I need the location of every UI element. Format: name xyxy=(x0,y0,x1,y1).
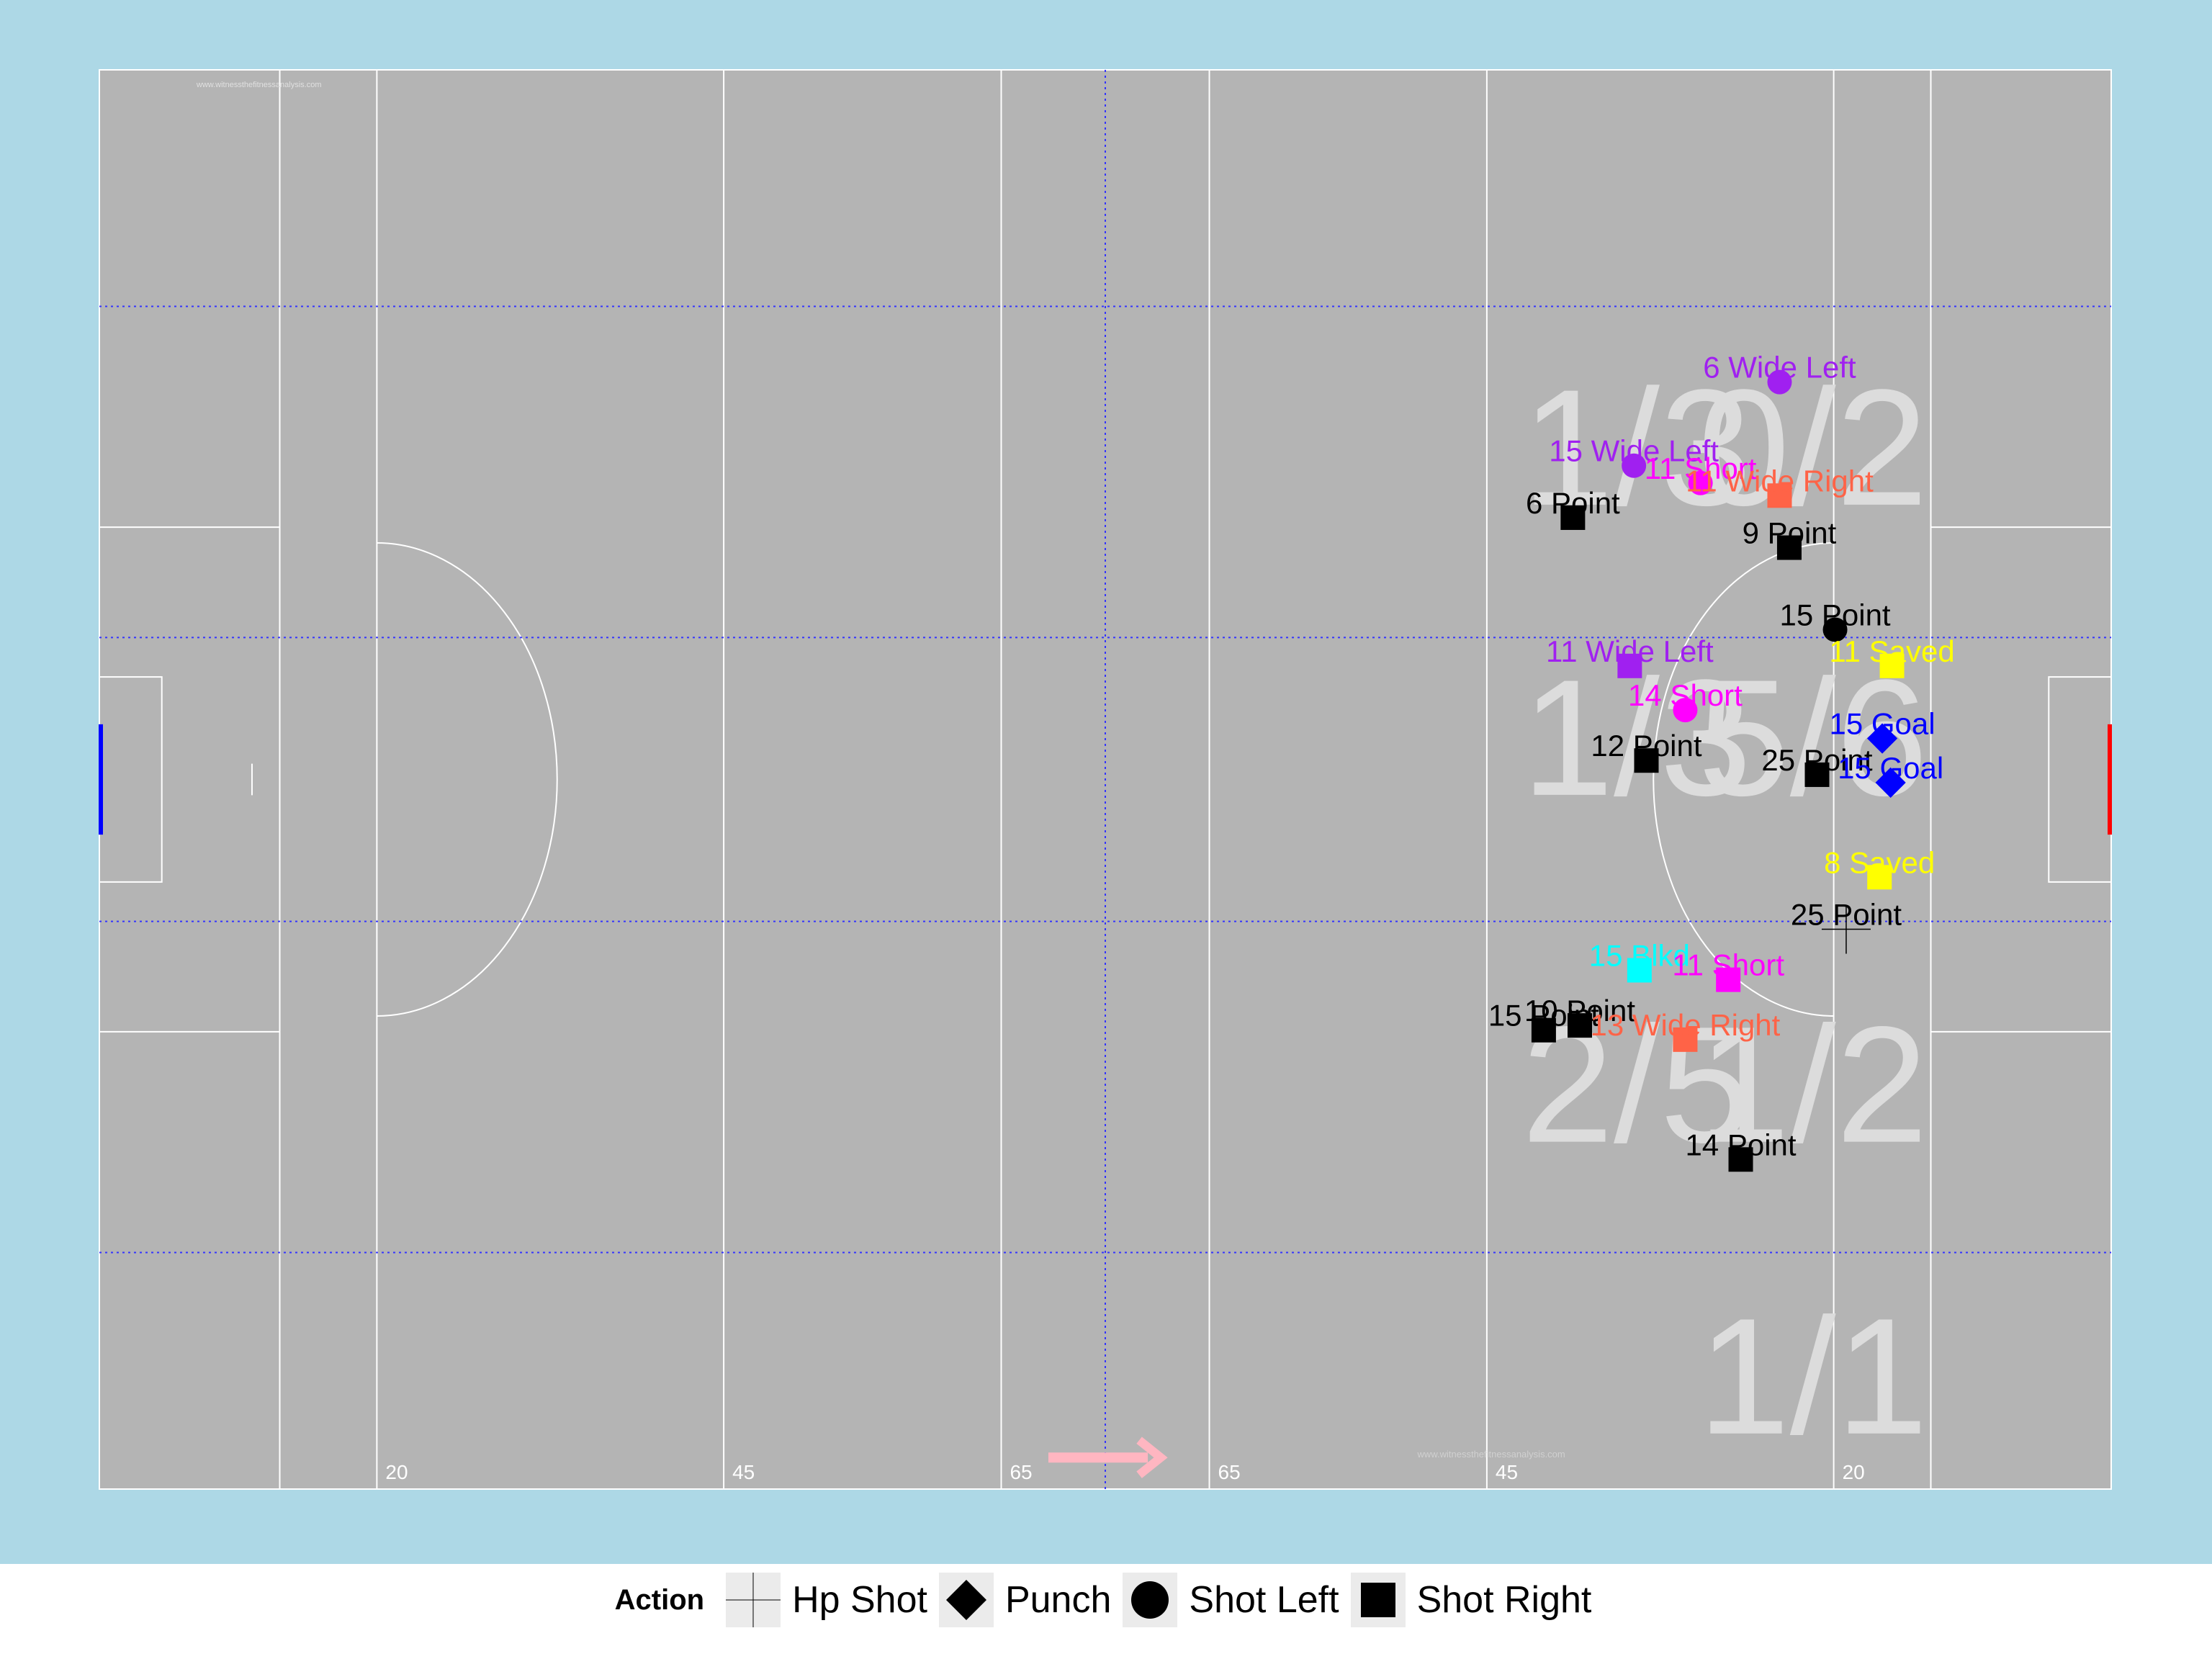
large-box-left xyxy=(99,526,281,1033)
shot-marker xyxy=(1867,865,1892,890)
legend-key xyxy=(726,1573,781,1627)
arc-right xyxy=(1653,542,1834,1017)
shot-marker xyxy=(1622,453,1647,478)
shot-marker xyxy=(1804,762,1830,787)
large-box-right xyxy=(1930,526,2111,1033)
shot-marker xyxy=(1767,369,1792,395)
zone-score: 2/5 xyxy=(1521,992,1752,1177)
shot-label: 11 Short xyxy=(1672,948,1784,982)
shot-label: 8 Saved xyxy=(1824,845,1935,879)
distance-label: 65 xyxy=(1010,1461,1032,1483)
shot-label: 6 Wide Left xyxy=(1703,351,1856,385)
shot-label: 9 Point xyxy=(1743,516,1837,550)
legend-mark xyxy=(945,1580,986,1620)
shot-marker xyxy=(1567,1013,1592,1038)
shot-marker xyxy=(1866,723,1898,754)
legend-item: Shot Left xyxy=(1123,1573,1339,1627)
shot-marker xyxy=(1767,483,1792,508)
small-box-right xyxy=(2048,676,2111,883)
shot-marker xyxy=(1560,505,1586,530)
shot-label: 11 Short xyxy=(1645,451,1757,485)
legend-label: Shot Right xyxy=(1416,1579,1592,1621)
shot-label: 12 Point xyxy=(1591,729,1701,763)
legend-item: Shot Right xyxy=(1350,1573,1592,1627)
legend-title: Action xyxy=(614,1583,705,1616)
legend-mark xyxy=(1360,1583,1395,1617)
shot-label: 11 Wide Right xyxy=(1686,464,1874,498)
shot-label: 13 Wide Right xyxy=(1591,1008,1781,1042)
shot-label: 25 Point xyxy=(1791,898,1902,932)
shot-marker xyxy=(1673,1027,1698,1052)
zone-score: 0/2 xyxy=(1698,355,1928,540)
legend-symbol xyxy=(945,1580,986,1620)
watermark: www.witnessthefitnessanalysis.com xyxy=(196,81,322,89)
shot-marker xyxy=(1688,470,1713,495)
legend-mark xyxy=(1131,1581,1169,1619)
legend-key xyxy=(1350,1573,1406,1627)
legend-label: Shot Left xyxy=(1189,1579,1339,1621)
shot-marker xyxy=(1531,1017,1556,1043)
legend-label: Punch xyxy=(1004,1579,1112,1621)
shot-label: 11 Wide Left xyxy=(1546,634,1714,668)
distance-label: 20 xyxy=(385,1461,408,1483)
legend-label: Hp Shot xyxy=(792,1579,927,1621)
shot-label: 6 Point xyxy=(1526,486,1620,520)
zone-score: 1/3 xyxy=(1521,355,1752,540)
legend-item: Punch xyxy=(938,1573,1112,1627)
distance-label: 45 xyxy=(732,1461,755,1483)
arc-left xyxy=(377,542,558,1017)
legend-key xyxy=(1123,1573,1178,1627)
legend: Action Hp Shot Punch Shot Left Shot Right xyxy=(0,1564,2212,1636)
shot-marker xyxy=(1634,748,1659,773)
shot-marker xyxy=(1716,967,1741,992)
shot-label: 25 Point xyxy=(1761,743,1872,777)
shot-marker xyxy=(1617,653,1642,678)
shot-marker xyxy=(1673,698,1698,723)
legend-symbol xyxy=(1360,1583,1395,1617)
shot-marker xyxy=(1627,958,1652,983)
legend-items: Hp Shot Punch Shot Left Shot Right xyxy=(720,1573,1597,1627)
legend-symbol xyxy=(726,1573,781,1627)
legend-key xyxy=(938,1573,994,1627)
watermark: www.witnessthefitnessanalysis.com xyxy=(1417,1449,1565,1460)
shot-label: 15 Point xyxy=(1779,598,1890,631)
small-box-left xyxy=(99,676,163,883)
pitch-plot: 20 45 65 65 45 20 www.witnessthefitnessanalysi… xyxy=(0,0,2212,1564)
shot-label: 11 Saved xyxy=(1829,634,1954,668)
shot-label: 15 Point xyxy=(1488,999,1599,1033)
direction-arrow-head xyxy=(1136,1437,1168,1478)
shot-label: 14 Point xyxy=(1685,1128,1796,1161)
legend-item: Hp Shot xyxy=(726,1573,927,1627)
distance-label: 45 xyxy=(1496,1461,1518,1483)
distance-label: 20 xyxy=(1843,1461,1865,1483)
shot-marker xyxy=(1728,1147,1753,1172)
shot-marker xyxy=(1776,535,1802,560)
shot-label: 15 Goal xyxy=(1838,751,1943,785)
distance-label: 65 xyxy=(1218,1461,1241,1483)
shot-marker xyxy=(1822,617,1848,642)
shot-label: 15 Blkd xyxy=(1589,938,1690,972)
shot-label: 15 Wide Left xyxy=(1549,434,1719,468)
zone-score: 1/1 xyxy=(1698,1284,1928,1469)
shot-marker xyxy=(1879,653,1905,678)
zone-score: 1/2 xyxy=(1698,992,1928,1177)
legend-symbol xyxy=(1131,1581,1169,1619)
shot-label: 14 Short xyxy=(1628,678,1743,712)
shot-label: 15 Goal xyxy=(1830,707,1936,741)
shot-marker xyxy=(1875,767,1906,798)
